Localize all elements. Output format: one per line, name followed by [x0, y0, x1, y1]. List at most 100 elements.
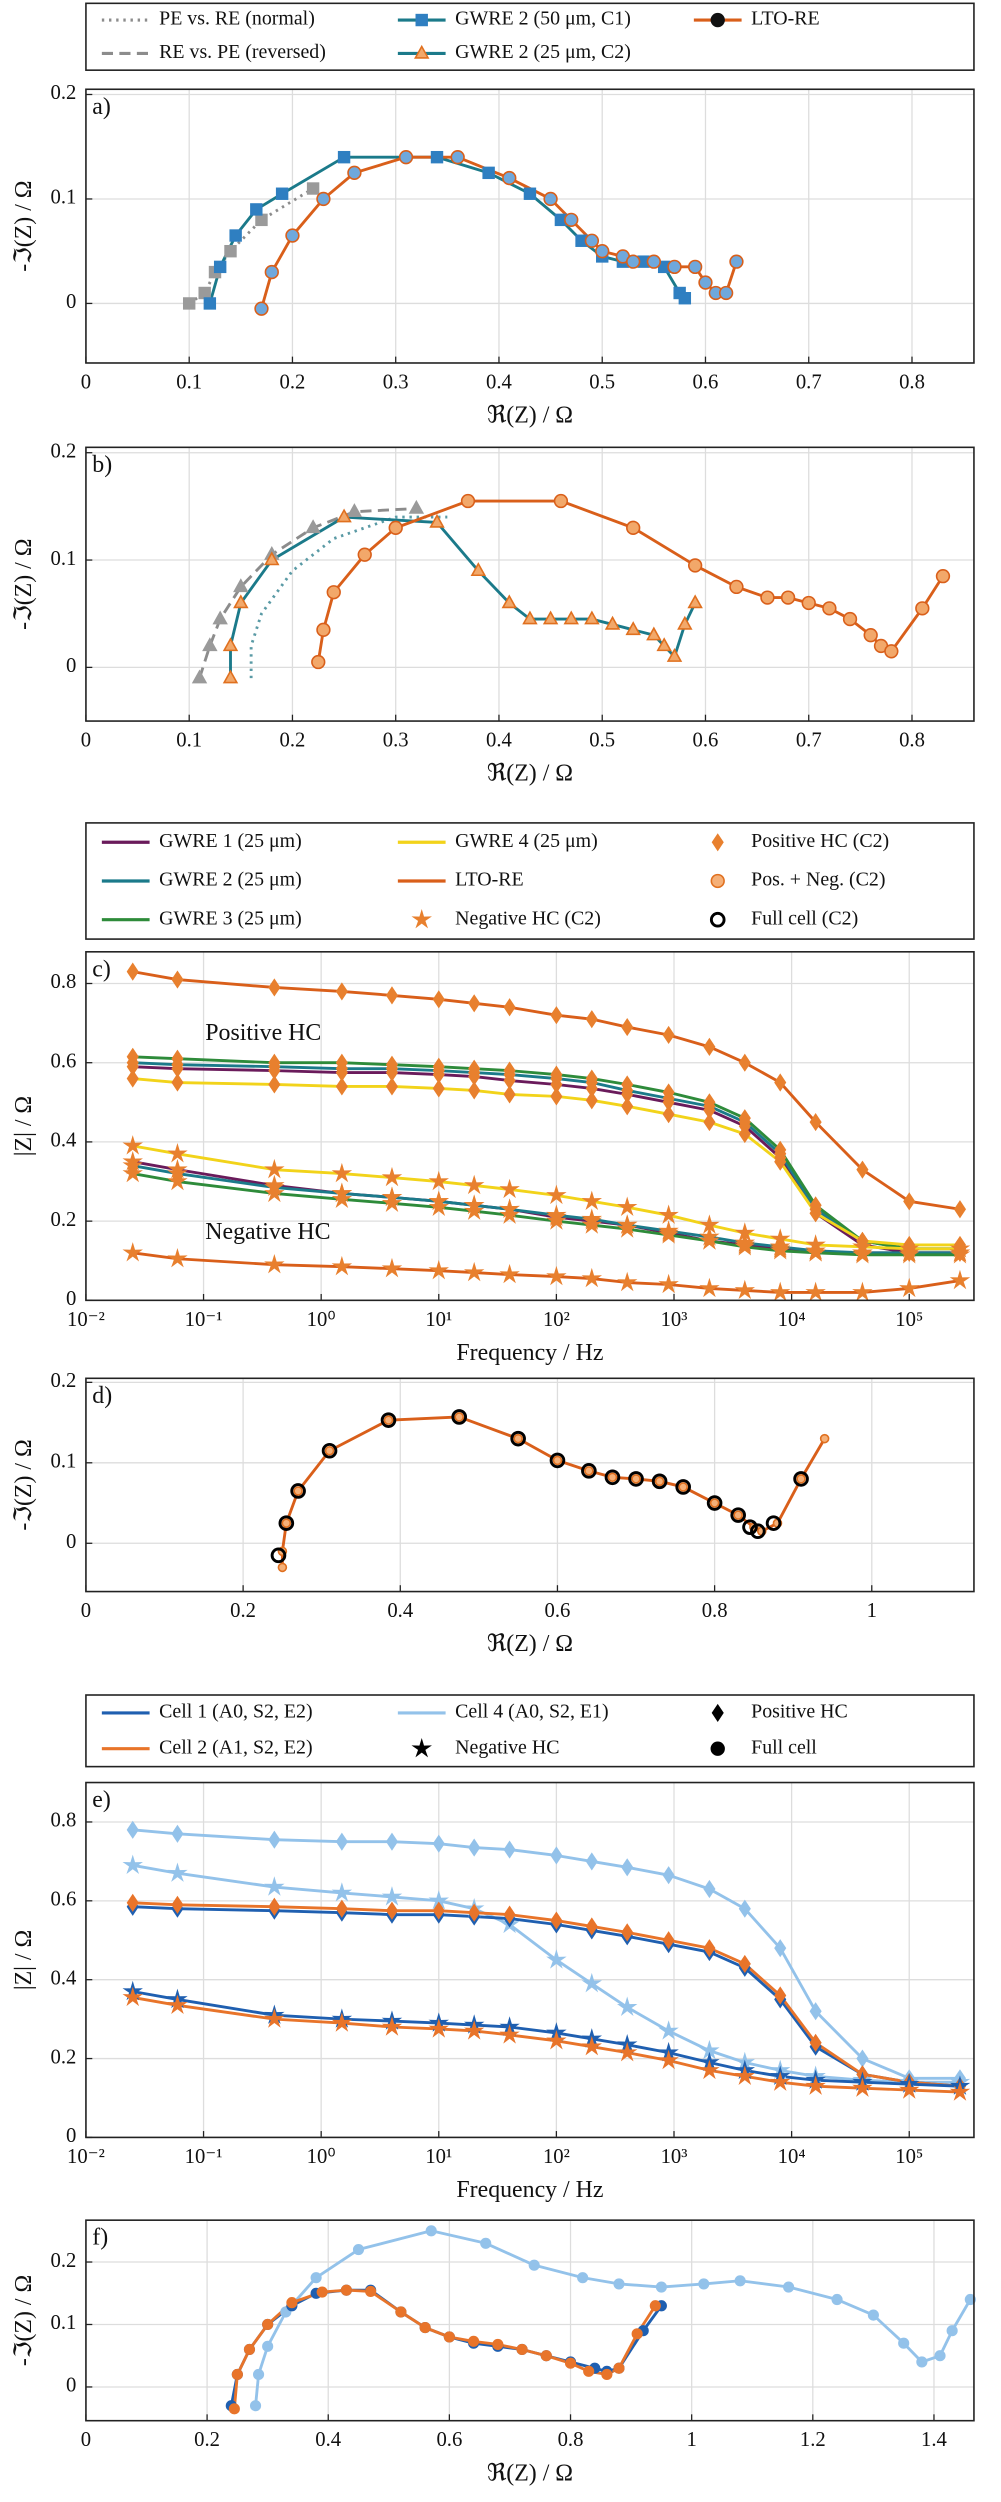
x-axis-label: ℜ(Z) / Ω [487, 2460, 573, 2486]
data-point [522, 610, 538, 625]
data-point [191, 669, 208, 684]
data-point [231, 2368, 243, 2381]
data-point [357, 547, 372, 562]
x-tick-label: 0.8 [558, 2429, 584, 2451]
data-point [809, 1113, 822, 1132]
data-point [631, 1474, 641, 1484]
x-tick-label: 0.4 [486, 371, 513, 393]
data-point [432, 1901, 445, 1920]
data-point [233, 578, 249, 593]
data-point [171, 1895, 184, 1914]
x-tick-label: 0.2 [230, 1600, 256, 1622]
data-point [503, 1085, 516, 1104]
data-point [388, 520, 403, 536]
data-point [706, 1495, 723, 1511]
data-point [616, 1218, 638, 1238]
data-point [584, 610, 600, 625]
x-tick-label: 10¹ [425, 1309, 452, 1331]
data-point [546, 1184, 567, 1205]
data-point [770, 1228, 791, 1248]
data-point [468, 1838, 481, 1857]
panel-label: e) [92, 1787, 111, 1813]
data-point [805, 1234, 826, 1254]
data-point [581, 1267, 603, 1288]
data-point [546, 1949, 567, 1969]
data-point [738, 1899, 751, 1918]
data-point [454, 1412, 464, 1422]
legend-label: Full cell [751, 1736, 817, 1758]
data-point [352, 2243, 365, 2256]
data-point [734, 1279, 756, 1300]
x-tick-label: 0.6 [693, 729, 719, 751]
data-point [616, 2041, 638, 2062]
data-point [585, 1069, 598, 1088]
data-point [765, 1515, 782, 1531]
y-axis-label: -ℑ(Z) / Ω [11, 1439, 37, 1530]
data-point [523, 187, 537, 200]
data-point [550, 1065, 563, 1084]
data-point [385, 1901, 399, 1920]
data-point [856, 1160, 869, 1179]
data-point [863, 628, 878, 643]
y-tick-label: 0 [66, 655, 76, 677]
legend-marker [711, 833, 724, 852]
data-point [698, 275, 713, 290]
data-point [546, 1210, 567, 1230]
plot-frame [85, 446, 975, 722]
data-point [953, 1200, 967, 1219]
data-point [385, 986, 399, 1005]
data-point [687, 594, 703, 609]
data-point [264, 264, 279, 280]
x-tick-label: 10⁰ [307, 2146, 336, 2168]
data-point [385, 1077, 399, 1096]
data-point [898, 2337, 910, 2349]
data-point [543, 191, 558, 207]
data-point [470, 562, 487, 577]
data-point [171, 970, 184, 989]
data-point [583, 2365, 595, 2377]
x-axis-label: ℜ(Z) / Ω [487, 761, 573, 787]
plot-frame [85, 1377, 975, 1593]
data-point [122, 1854, 143, 1875]
data-point [581, 1190, 603, 1211]
data-point [255, 213, 268, 227]
data-point [278, 1515, 295, 1531]
data-point [552, 1455, 563, 1466]
data-point [385, 1055, 399, 1074]
data-point [678, 292, 692, 305]
y-tick-label: 0.2 [51, 82, 77, 104]
data-point [171, 1049, 184, 1068]
data-point [584, 1466, 594, 1476]
data-point [831, 2293, 843, 2306]
x-tick-label: 0.5 [589, 729, 615, 751]
data-point [502, 170, 517, 186]
y-tick-label: 0.8 [51, 1810, 77, 1832]
y-tick-label: 0.4 [51, 1130, 78, 1152]
data-point [122, 1986, 143, 2007]
data-point [949, 1269, 971, 1290]
data-point [212, 610, 228, 625]
data-point [703, 1037, 716, 1056]
data-point [254, 301, 269, 316]
data-point [658, 1204, 679, 1224]
data-point [852, 1244, 873, 1264]
y-tick-label: 0.6 [51, 1050, 77, 1072]
data-point [585, 1091, 598, 1110]
data-point [774, 1073, 787, 1092]
data-point [408, 499, 425, 514]
data-point [581, 2035, 603, 2056]
data-point [546, 2030, 567, 2050]
x-tick-label: 10⁴ [778, 2146, 806, 2168]
series-line [254, 2229, 972, 2406]
data-point [546, 1265, 567, 1286]
data-point [335, 1899, 348, 1918]
data-point [742, 1519, 758, 1535]
panel-label: f) [92, 2225, 108, 2251]
x-tick-label: 0.7 [796, 371, 822, 393]
data-point [381, 1192, 403, 1212]
data-point [613, 2362, 625, 2374]
data-point [503, 1840, 516, 1859]
data-point [793, 1471, 809, 1487]
data-point [662, 1105, 675, 1124]
data-point [463, 2020, 485, 2040]
